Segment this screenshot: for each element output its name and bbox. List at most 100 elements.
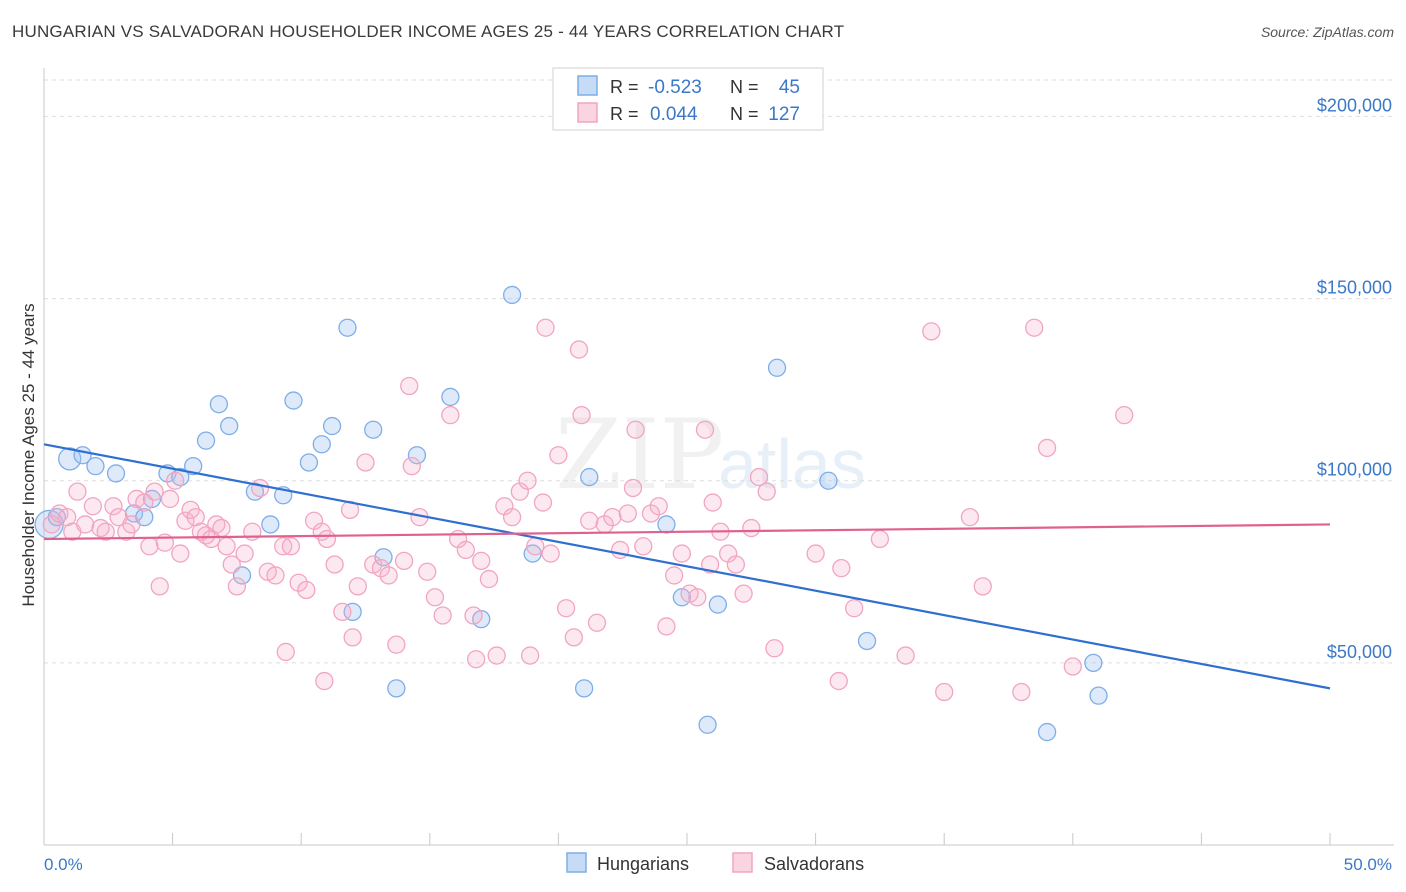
salvadoran-point bbox=[688, 588, 707, 607]
legend-label-salvadorans: Salvadorans bbox=[764, 854, 864, 874]
hungarian-point bbox=[86, 456, 105, 476]
salvadoran-point bbox=[520, 646, 540, 665]
hungarian-point bbox=[58, 447, 82, 471]
salvadoran-point bbox=[829, 671, 848, 691]
salvadoran-point bbox=[356, 453, 375, 472]
y-tick-label: $200,000 bbox=[1317, 95, 1392, 115]
svg-text:127: 127 bbox=[768, 104, 800, 125]
hungarian-point bbox=[580, 467, 599, 487]
salvadoran-point bbox=[402, 456, 421, 476]
hungarian-point bbox=[338, 318, 357, 337]
salvadoran-point bbox=[896, 646, 915, 665]
salvadoran-point bbox=[315, 671, 334, 691]
salvadoran-point bbox=[845, 599, 864, 618]
hungarian-point bbox=[184, 456, 203, 476]
salvadoran-point bbox=[487, 646, 506, 665]
svg-text:atlas: atlas bbox=[718, 425, 866, 503]
x-tick-label-min: 0.0% bbox=[44, 855, 83, 874]
salvadoran-point bbox=[145, 482, 164, 501]
trend-lines bbox=[43, 443, 1331, 690]
salvadoran-point bbox=[672, 544, 692, 563]
salvadoran-point bbox=[379, 566, 398, 585]
stats-legend: R = -0.523 N = 45 R = 0.044 N = 127 bbox=[552, 67, 824, 131]
hungarian-point bbox=[698, 715, 717, 734]
salvadoran-point bbox=[166, 471, 185, 490]
salvadoran-point bbox=[281, 537, 301, 556]
salvadoran-point bbox=[343, 628, 362, 647]
salvadoran-point bbox=[227, 577, 247, 596]
salvadoran-point bbox=[922, 322, 941, 341]
salvadoran-point bbox=[425, 588, 445, 607]
hungarian-point bbox=[284, 391, 303, 410]
salvadoran-point bbox=[479, 569, 499, 589]
stats-swatch-hungarians bbox=[577, 75, 598, 96]
salvadoran-point bbox=[533, 493, 553, 512]
hungarian-point bbox=[1037, 722, 1057, 742]
hungarian-point bbox=[1089, 686, 1108, 705]
hungarian-point bbox=[196, 431, 216, 450]
salvadoran-point bbox=[564, 628, 583, 647]
salvadoran-point bbox=[472, 551, 491, 571]
salvadoran-point bbox=[623, 478, 643, 498]
salvadoran-point bbox=[418, 562, 437, 581]
salvadoran-point bbox=[1115, 405, 1134, 425]
salvadoran-point bbox=[104, 497, 123, 516]
salvadoran-point bbox=[464, 606, 483, 625]
salvadoran-point bbox=[122, 515, 141, 534]
hungarian-point bbox=[441, 387, 460, 407]
hungarian-point bbox=[387, 679, 406, 698]
salvadoran-point bbox=[456, 540, 475, 560]
hungarian-point bbox=[574, 679, 594, 698]
salvadoran-point bbox=[176, 511, 195, 530]
hungarian-point bbox=[819, 471, 838, 490]
salvadoran-point bbox=[765, 639, 784, 658]
salvadoran-point bbox=[441, 405, 460, 425]
salvadoran-point bbox=[695, 420, 715, 439]
salvadoran-point bbox=[325, 555, 344, 574]
salvadoran-point bbox=[276, 642, 295, 662]
salvadoran-point bbox=[317, 529, 337, 549]
svg-text:R =: R = bbox=[610, 104, 639, 124]
data-points bbox=[34, 285, 1134, 742]
x-tick-label-max: 50.0% bbox=[1344, 855, 1392, 874]
salvadoran-point bbox=[935, 682, 954, 702]
salvadoran-point bbox=[734, 584, 753, 603]
y-tick-label: $50,000 bbox=[1327, 642, 1392, 662]
salvadoran-point bbox=[626, 420, 645, 439]
salvadoran-point bbox=[580, 511, 599, 530]
salvadoran-point bbox=[222, 555, 241, 574]
hungarian-point bbox=[209, 395, 229, 414]
hungarian-trend-line bbox=[43, 443, 1331, 690]
hungarian-point bbox=[261, 515, 280, 534]
salvadoran-point bbox=[749, 467, 769, 487]
svg-text:R =: R = bbox=[610, 77, 639, 97]
salvadoran-point bbox=[171, 544, 190, 563]
svg-text:45: 45 bbox=[779, 77, 800, 98]
salvadoran-point bbox=[333, 602, 352, 622]
salvadoran-trend-line bbox=[43, 523, 1331, 541]
y-axis-tick-labels: $50,000 $100,000 $150,000 $200,000 bbox=[1317, 95, 1392, 661]
hungarian-point bbox=[523, 544, 542, 563]
salvadoran-point bbox=[569, 340, 589, 359]
salvadoran-point bbox=[371, 558, 391, 578]
hungarian-point bbox=[708, 595, 728, 614]
salvadoran-point bbox=[757, 482, 776, 501]
salvadoran-point bbox=[140, 537, 159, 556]
salvadoran-point bbox=[1012, 682, 1031, 702]
chart-title: HUNGARIAN VS SALVADORAN HOUSEHOLDER INCO… bbox=[12, 22, 845, 41]
salvadoran-point bbox=[726, 555, 746, 574]
source-label: Source: ZipAtlas.com bbox=[1260, 24, 1394, 40]
salvadoran-point bbox=[266, 566, 285, 585]
axes bbox=[43, 68, 1394, 846]
series-legend: Hungarians Salvadorans bbox=[566, 852, 864, 874]
hungarian-point bbox=[299, 453, 319, 472]
y-tick-label: $150,000 bbox=[1317, 278, 1392, 298]
salvadoran-point bbox=[657, 617, 676, 636]
salvadoran-point bbox=[703, 493, 722, 512]
hungarian-point bbox=[220, 416, 239, 436]
salvadoran-point bbox=[603, 507, 622, 527]
legend-label-hungarians: Hungarians bbox=[597, 854, 689, 874]
salvadoran-point bbox=[618, 504, 637, 523]
salvadoran-point bbox=[641, 504, 661, 523]
salvadoran-point bbox=[502, 507, 522, 527]
